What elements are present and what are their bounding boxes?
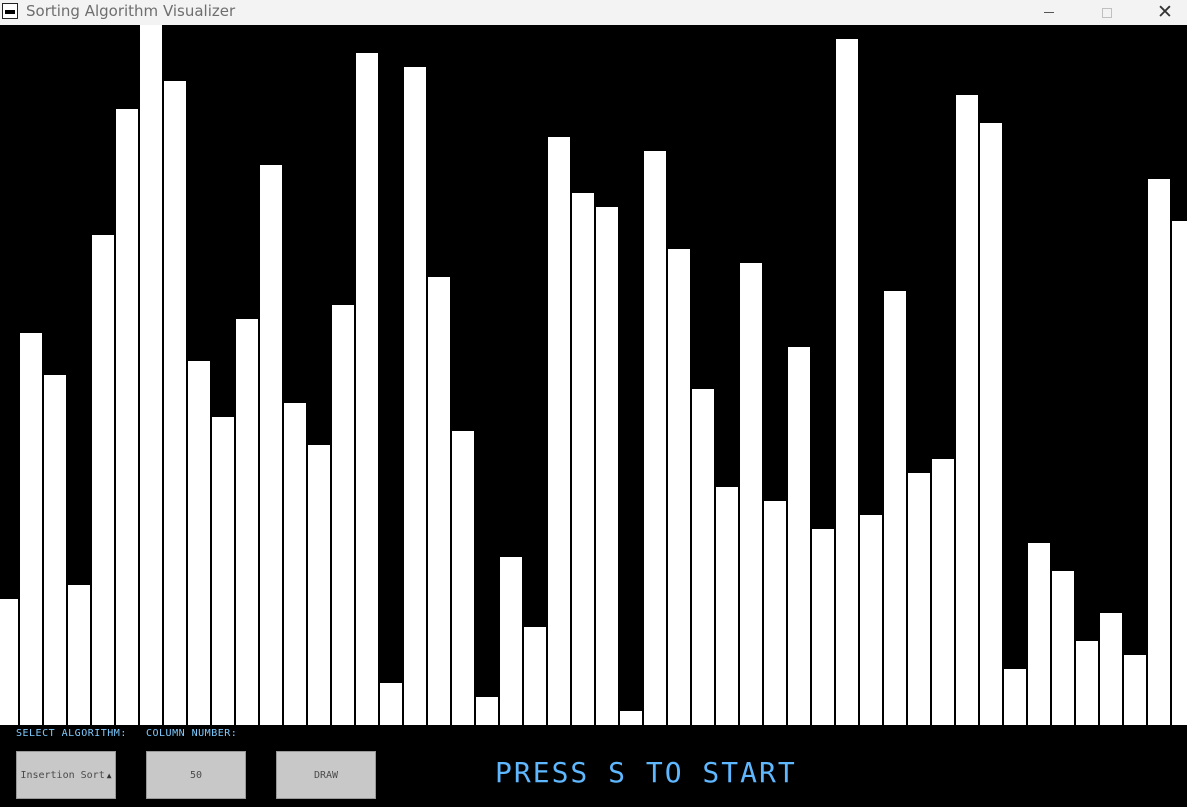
bar — [92, 235, 114, 725]
bar — [812, 529, 834, 725]
bar — [140, 25, 162, 725]
bar — [188, 361, 210, 725]
bar — [836, 39, 858, 725]
bar — [332, 305, 354, 725]
close-button[interactable]: ✕ — [1142, 0, 1187, 25]
bar — [668, 249, 690, 725]
algorithm-select-value: Insertion Sort — [20, 769, 105, 781]
bar — [1172, 221, 1187, 725]
bar — [764, 501, 786, 725]
control-panel: SELECT ALGORITHM: COLUMN NUMBER: Inserti… — [0, 725, 1187, 807]
bar — [308, 445, 330, 725]
maximize-button[interactable] — [1084, 0, 1130, 25]
bar — [932, 459, 954, 725]
bar — [1052, 571, 1074, 725]
bar — [956, 95, 978, 725]
window-title: Sorting Algorithm Visualizer — [26, 2, 236, 20]
bar — [476, 697, 498, 725]
bar — [1148, 179, 1170, 725]
bar — [452, 431, 474, 725]
bar — [356, 53, 378, 725]
caret-up-icon: ▲ — [106, 770, 112, 780]
title-bar: Sorting Algorithm Visualizer ✕ — [0, 0, 1187, 25]
bar — [596, 207, 618, 725]
bar — [548, 137, 570, 725]
bar — [524, 627, 546, 725]
bar — [428, 277, 450, 725]
bar — [20, 333, 42, 725]
bar — [44, 375, 66, 725]
bar — [404, 67, 426, 725]
column-number-label: COLUMN NUMBER: — [146, 728, 238, 739]
bar — [68, 585, 90, 725]
bar — [716, 487, 738, 725]
maximize-icon — [1102, 7, 1112, 18]
bar — [1004, 669, 1026, 725]
bar — [692, 389, 714, 725]
bar — [500, 557, 522, 725]
bar — [860, 515, 882, 725]
bar — [788, 347, 810, 725]
minimize-icon — [1044, 12, 1054, 13]
bar — [884, 291, 906, 725]
bar — [1100, 613, 1122, 725]
bar — [236, 319, 258, 725]
close-icon: ✕ — [1157, 1, 1173, 23]
bar — [740, 263, 762, 725]
bar — [284, 403, 306, 725]
bar — [260, 165, 282, 725]
bar — [908, 473, 930, 725]
bar — [212, 417, 234, 725]
bars-canvas — [0, 25, 1187, 725]
bar — [0, 599, 18, 725]
draw-button-label: DRAW — [313, 769, 339, 781]
column-number-input[interactable]: 50 — [146, 751, 246, 799]
bar — [380, 683, 402, 725]
app-icon — [2, 3, 18, 19]
algorithm-select[interactable]: Insertion Sort ▲ — [16, 751, 116, 799]
draw-button[interactable]: DRAW — [276, 751, 376, 799]
bar — [644, 151, 666, 725]
bar — [980, 123, 1002, 725]
column-number-value: 50 — [189, 769, 203, 781]
bar — [572, 193, 594, 725]
start-prompt: PRESS S TO START — [495, 756, 797, 789]
minimize-button[interactable] — [1026, 0, 1072, 25]
bar — [1124, 655, 1146, 725]
bar — [620, 711, 642, 725]
bar — [116, 109, 138, 725]
bar — [1076, 641, 1098, 725]
algorithm-label: SELECT ALGORITHM: — [16, 728, 127, 739]
bar — [164, 81, 186, 725]
bar — [1028, 543, 1050, 725]
